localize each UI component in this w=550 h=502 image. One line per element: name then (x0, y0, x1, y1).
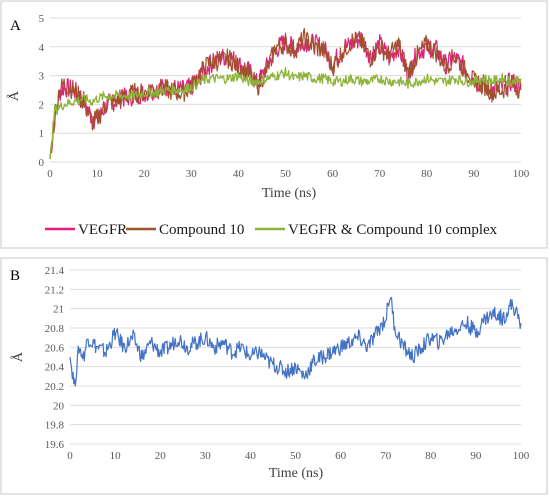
legend-label-vegfr: VEGFR (78, 222, 127, 238)
x-tick-label: 60 (327, 168, 339, 180)
x-tick-label: 20 (139, 168, 151, 180)
y-tick-label: 21.2 (45, 284, 64, 296)
panel-a: A 0 1 2 3 4 5 0 10 20 30 40 50 60 70 80 90 100 Å Time (… (0, 0, 548, 249)
x-tick-label: 100 (513, 450, 530, 462)
x-tick-label: 40 (233, 168, 245, 180)
series-line-trace (69, 296, 522, 387)
y-tick-label: 2 (39, 99, 45, 111)
x-tick-label: 40 (245, 450, 257, 462)
y-tick-label: 4 (39, 42, 45, 54)
y-tick-label: 20.4 (45, 362, 65, 374)
y-tick-label: 20.6 (45, 342, 65, 354)
panel-a-y-ticks: 0 1 2 3 4 5 (39, 13, 45, 169)
y-tick-label: 3 (39, 71, 45, 83)
panel-b-grid (70, 269, 521, 445)
x-tick-label: 50 (290, 450, 302, 462)
x-tick-label: 10 (92, 168, 104, 180)
x-tick-label: 20 (155, 450, 167, 462)
panel-a-legend: VEGFR Compound 10 VEGFR & Compound 10 co… (45, 222, 498, 238)
series-line-vegfr-compound-10-complex (49, 67, 522, 160)
y-tick-label: 21.4 (45, 265, 65, 277)
panel-b-y-label: Å (10, 351, 26, 362)
x-tick-label: 10 (110, 450, 122, 462)
panel-a-frame (0, 0, 548, 249)
x-tick-label: 30 (200, 450, 212, 462)
panel-b: B 19.6 19.8 20 20.2 20.4 20.6 20.8 21 21.2 21.4 0… (0, 257, 548, 495)
panel-b-y-ticks: 19.6 19.8 20 20.2 20.4 20.6 20.8 21 21.2 21.4 (45, 265, 65, 451)
panel-b-x-ticks: 0 10 20 30 40 50 60 70 80 90 100 (67, 450, 530, 462)
x-tick-label: 100 (513, 168, 530, 180)
x-tick-label: 90 (470, 450, 482, 462)
x-tick-label: 50 (280, 168, 292, 180)
y-tick-label: 0 (39, 157, 45, 169)
y-tick-label: 20 (53, 400, 65, 412)
panel-a-y-label: Å (6, 90, 22, 101)
x-tick-label: 80 (421, 168, 433, 180)
x-tick-label: 0 (67, 450, 73, 462)
y-tick-label: 5 (39, 13, 45, 25)
panel-a-x-label: Time (ns) (262, 186, 317, 201)
y-tick-label: 20.8 (45, 323, 65, 335)
legend-label-compound-10: Compound 10 (159, 222, 244, 238)
x-tick-label: 30 (186, 168, 198, 180)
panel-b-frame (0, 257, 548, 495)
y-tick-label: 21 (53, 304, 64, 316)
x-tick-label: 70 (374, 168, 386, 180)
y-tick-label: 19.8 (45, 420, 65, 432)
legend-label-complex: VEGFR & Compound 10 complex (288, 222, 498, 238)
panel-b-series (69, 296, 522, 387)
x-tick-label: 60 (335, 450, 347, 462)
x-tick-label: 70 (380, 450, 392, 462)
panel-a-x-ticks: 0 10 20 30 40 50 60 70 80 90 100 (47, 168, 530, 180)
x-tick-label: 0 (47, 168, 53, 180)
y-tick-label: 20.2 (45, 381, 64, 393)
x-tick-label: 80 (425, 450, 437, 462)
y-tick-label: 1 (39, 128, 45, 140)
panel-a-series (49, 27, 522, 160)
panel-b-letter: B (10, 268, 20, 284)
panel-a-letter: A (10, 18, 21, 34)
x-tick-label: 90 (468, 168, 480, 180)
y-tick-label: 19.6 (45, 439, 65, 451)
panel-b-x-label: Time (ns) (269, 466, 324, 481)
